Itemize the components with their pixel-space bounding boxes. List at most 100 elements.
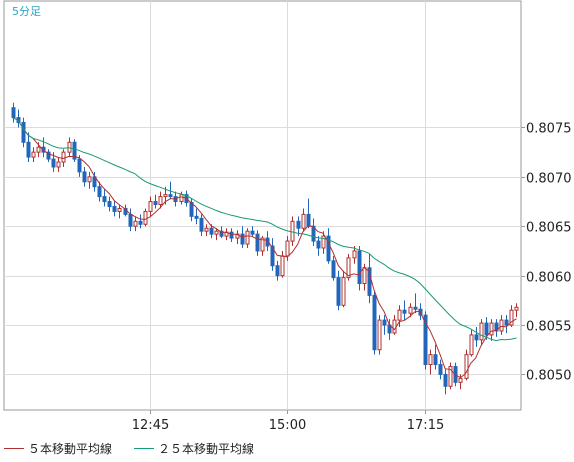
candle	[474, 327, 479, 347]
candle	[67, 137, 72, 158]
candle	[357, 246, 362, 291]
candle-body	[214, 230, 219, 235]
candle-body	[377, 319, 382, 351]
candle-body	[199, 217, 204, 232]
candle	[270, 238, 275, 271]
candle-body	[499, 319, 504, 332]
candle	[397, 305, 402, 328]
candle-body	[158, 196, 163, 206]
candle	[21, 117, 26, 148]
candle-body	[209, 227, 214, 235]
candle-body	[153, 201, 158, 206]
candle-body	[280, 255, 285, 277]
candle	[301, 208, 306, 232]
candle-body	[509, 309, 514, 326]
candle-body	[285, 240, 290, 257]
candle-body	[438, 364, 443, 375]
candle-body	[179, 194, 184, 203]
x-tick-label: 17:15	[407, 418, 444, 433]
candle	[250, 226, 255, 237]
candle	[458, 374, 463, 390]
candle-body	[21, 122, 26, 143]
candle-body	[346, 257, 351, 279]
candle-body	[448, 366, 453, 387]
candle-body	[97, 186, 102, 198]
y-axis-ticks: 0.8050 0.8055 0.8060 0.8065 0.8070 0.8075	[521, 122, 572, 384]
candle-body	[321, 235, 326, 249]
candle	[433, 344, 438, 370]
chart-legend: ５本移動平均線 ２５本移動平均線	[4, 438, 276, 458]
candle-body	[433, 354, 438, 366]
candle	[82, 166, 87, 187]
candle-body	[168, 194, 173, 198]
candle-body	[229, 231, 234, 239]
candle	[204, 224, 209, 237]
candle	[158, 191, 163, 209]
candle-body	[31, 151, 36, 158]
candle-body	[408, 306, 413, 314]
ma5-line	[12, 117, 517, 379]
candle-body	[469, 334, 474, 356]
x-tick-label: 15:00	[269, 418, 306, 433]
candle-body	[494, 322, 499, 332]
legend-swatch-ma5	[4, 447, 24, 449]
candle	[402, 300, 407, 321]
candle	[514, 303, 519, 318]
candle	[199, 214, 204, 237]
candle-body	[11, 107, 16, 119]
candle	[275, 260, 280, 281]
candle-body	[326, 235, 331, 262]
candle-body	[290, 220, 295, 242]
candle-body	[87, 176, 92, 183]
candle	[448, 362, 453, 390]
candle-body	[148, 201, 153, 212]
candle-body	[357, 250, 362, 285]
candle	[168, 181, 173, 199]
candle	[229, 228, 234, 243]
candle-body	[316, 240, 321, 249]
candle-body	[67, 141, 72, 153]
candle-body	[306, 213, 311, 227]
legend-item-ma25: ２５本移動平均線	[134, 440, 254, 457]
candle-body	[458, 377, 463, 383]
candle-body	[107, 201, 112, 207]
candle-body	[26, 141, 31, 158]
candle-body	[133, 220, 138, 227]
candle-body	[484, 322, 489, 336]
candle	[408, 303, 413, 318]
candle	[423, 311, 428, 370]
candle	[367, 253, 372, 304]
candle-body	[143, 210, 148, 225]
candle-body	[270, 245, 275, 267]
candle	[346, 253, 351, 281]
candle-body	[372, 294, 377, 351]
candle	[336, 270, 341, 311]
candle	[133, 216, 138, 232]
candle-body	[255, 233, 260, 252]
y-tick-label: 0.8075	[526, 122, 572, 137]
candle	[112, 200, 117, 217]
candle-body	[41, 146, 46, 153]
ma25-line	[12, 117, 517, 342]
candle	[117, 204, 122, 219]
legend-item-ma5: ５本移動平均線	[4, 440, 112, 457]
candle-body	[189, 202, 194, 217]
candle-body	[336, 277, 341, 306]
candle	[72, 139, 77, 163]
candle-body	[194, 215, 199, 219]
candle	[413, 293, 418, 314]
candle-body	[464, 354, 469, 379]
candle-body	[341, 277, 346, 306]
candle	[31, 147, 36, 163]
candle	[194, 208, 199, 225]
candle	[352, 246, 357, 264]
candle-body	[250, 230, 255, 235]
y-tick-label: 0.8055	[526, 320, 572, 335]
y-tick-label: 0.8050	[526, 369, 572, 384]
candle	[56, 157, 61, 172]
legend-swatch-ma25	[134, 447, 155, 449]
candle	[382, 315, 387, 335]
candle	[326, 228, 331, 264]
candle	[245, 228, 250, 248]
